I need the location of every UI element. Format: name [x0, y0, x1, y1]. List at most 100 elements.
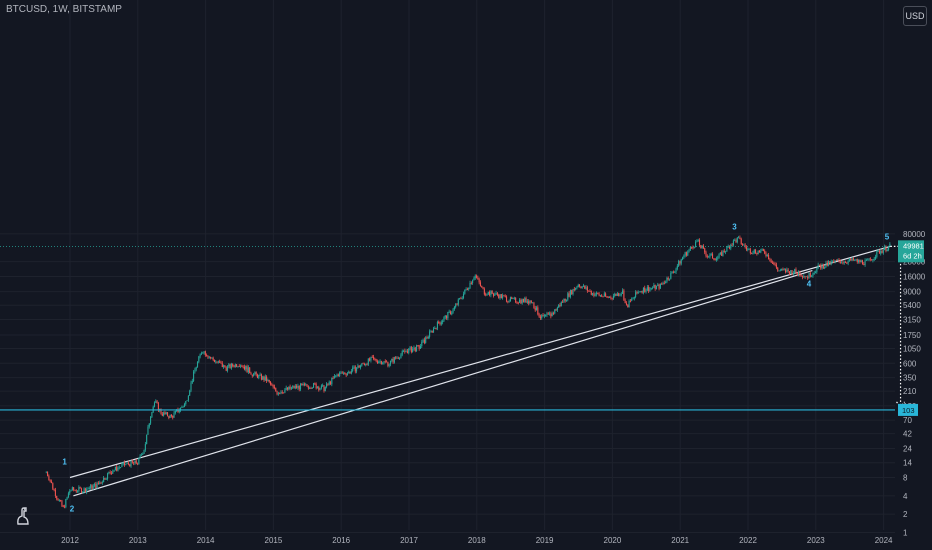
candle	[255, 372, 257, 375]
currency-button[interactable]: USD	[903, 6, 927, 26]
candle	[492, 293, 495, 296]
candle	[760, 250, 762, 253]
channel-lower-line[interactable]	[73, 269, 813, 497]
last-price-value: 49981	[903, 241, 924, 250]
candle	[122, 462, 124, 465]
trend-channel[interactable]	[69, 245, 891, 497]
candle	[782, 268, 784, 270]
candle	[855, 259, 857, 261]
candle	[739, 237, 741, 239]
candle	[764, 250, 766, 254]
candle	[635, 292, 637, 298]
candle	[788, 271, 791, 275]
candle	[341, 372, 343, 374]
time-tick-label: 2022	[739, 536, 757, 545]
candle	[762, 249, 764, 251]
candle	[354, 366, 356, 372]
candle	[777, 267, 779, 271]
candle	[69, 490, 71, 494]
candle	[362, 363, 364, 365]
price-tick-label: 1050	[903, 345, 921, 354]
candle	[809, 272, 811, 277]
candle	[697, 240, 699, 242]
price-tick-label: 80000	[903, 230, 926, 239]
candle	[516, 302, 518, 304]
candle	[808, 272, 810, 279]
candle	[460, 298, 462, 300]
candle	[509, 297, 511, 302]
price-tick-label: 1	[903, 529, 908, 538]
candle	[648, 287, 650, 292]
candle	[251, 374, 253, 376]
projection-arrow[interactable]	[890, 245, 906, 408]
candle	[812, 273, 814, 276]
time-axis[interactable]: 2012 2013 2014 2015 2016 2017 2018 2019 2020 2021…	[61, 536, 893, 545]
candle	[236, 364, 238, 367]
candle	[49, 480, 51, 482]
candle	[139, 455, 141, 458]
candle	[148, 423, 150, 427]
candle	[730, 244, 732, 249]
candle	[852, 258, 854, 261]
candle	[585, 287, 587, 289]
candle	[284, 390, 286, 393]
candle	[689, 246, 691, 250]
candle	[307, 386, 309, 389]
candle	[426, 337, 428, 339]
candle	[833, 261, 835, 263]
candle	[224, 365, 226, 368]
candle	[481, 285, 483, 288]
candle	[326, 383, 328, 388]
candle	[344, 372, 346, 375]
symbol-title[interactable]: BTCUSD, 1W, BITSTAMP	[6, 4, 122, 15]
candle	[444, 315, 446, 318]
candle	[821, 264, 823, 269]
candle	[273, 386, 275, 388]
candle	[888, 246, 890, 251]
candle	[568, 293, 570, 297]
candle	[551, 313, 553, 317]
tradingview-logo-icon[interactable]	[12, 505, 34, 527]
candle	[722, 250, 724, 256]
candle	[515, 297, 517, 303]
price-tick-label: 210	[903, 387, 917, 396]
candle	[169, 414, 171, 418]
candle	[547, 313, 549, 315]
candle	[778, 270, 780, 272]
candle	[787, 269, 789, 272]
candle	[54, 489, 56, 496]
candle	[559, 305, 561, 306]
candle	[281, 392, 283, 393]
candle	[735, 240, 737, 243]
candle	[421, 341, 423, 347]
candle	[715, 258, 717, 261]
candle	[379, 361, 381, 362]
candle	[525, 298, 527, 303]
candle	[226, 366, 229, 371]
candle	[363, 363, 365, 365]
candle	[865, 259, 867, 261]
candle	[322, 385, 324, 387]
candle	[828, 261, 830, 266]
price-tick-label: 24	[903, 444, 912, 453]
candle	[339, 372, 341, 377]
candle	[296, 385, 298, 388]
candle	[504, 295, 506, 297]
candle	[315, 384, 317, 389]
candle	[63, 506, 66, 508]
candle	[142, 453, 144, 455]
price-tick-label: 5400	[903, 301, 921, 310]
candle	[646, 287, 648, 291]
channel-upper-line[interactable]	[69, 245, 891, 479]
candle	[800, 275, 802, 277]
candle	[378, 361, 380, 363]
candle	[658, 284, 660, 289]
candle	[457, 299, 459, 305]
candle	[628, 300, 630, 308]
price-axis[interactable]: 8000028000160009000540031501750105060035…	[898, 230, 926, 538]
candle	[130, 460, 132, 467]
candle	[125, 464, 127, 465]
candle	[874, 256, 877, 259]
candle	[221, 363, 223, 367]
